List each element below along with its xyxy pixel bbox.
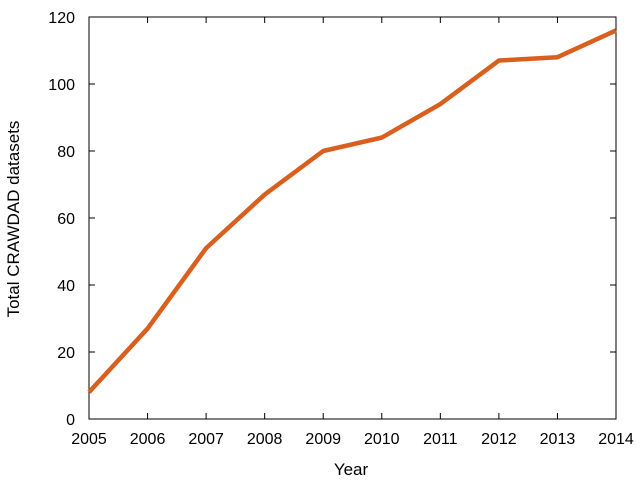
y-tick-label: 60	[57, 211, 75, 228]
x-tick-label: 2010	[364, 431, 400, 448]
y-tick-label: 80	[57, 144, 75, 161]
y-tick-label: 0	[66, 412, 75, 429]
y-tick-label: 20	[57, 345, 75, 362]
x-tick-label: 2013	[540, 431, 576, 448]
plot-frame	[88, 16, 617, 420]
x-tick-label: 2006	[130, 431, 166, 448]
y-tick-label: 40	[57, 278, 75, 295]
y-axis-title: Total CRAWDAD datasets	[4, 121, 23, 318]
y-tick-label: 100	[48, 77, 75, 94]
x-axis-title: Year	[334, 460, 369, 479]
x-tick-label: 2012	[481, 431, 517, 448]
x-tick-label: 2009	[305, 431, 341, 448]
x-tick-label: 2014	[598, 431, 634, 448]
x-tick-label: 2005	[71, 431, 107, 448]
x-tick-label: 2008	[247, 431, 283, 448]
x-tick-label: 2011	[423, 431, 458, 448]
x-tick-label: 2007	[188, 431, 224, 448]
y-tick-label: 120	[48, 10, 75, 27]
series-line	[87, 28, 617, 394]
